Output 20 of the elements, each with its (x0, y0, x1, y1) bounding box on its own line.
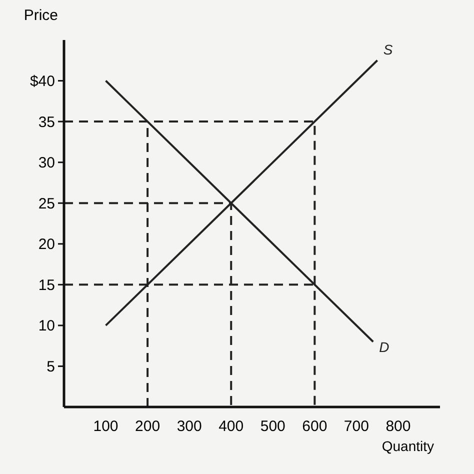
x-tick-label: 800 (386, 418, 411, 435)
x-tick-label: 200 (135, 418, 160, 435)
y-tick-label: 35 (38, 114, 55, 131)
x-tick-label: 600 (302, 418, 328, 435)
series-label: S (383, 41, 394, 58)
x-tick-label: 400 (218, 418, 244, 435)
y-tick-label: 25 (38, 195, 55, 212)
y-tick-label: 30 (38, 154, 55, 172)
x-tick-label: 300 (176, 418, 202, 435)
y-tick-label: 15 (38, 276, 55, 294)
y-tick-label: 10 (38, 318, 55, 335)
y-axis-title: Price (24, 7, 58, 24)
x-axis-title: Quantity (382, 438, 434, 454)
x-tick-label: 100 (93, 418, 118, 435)
y-tick-label: 5 (46, 358, 55, 376)
x-tick-label: 500 (260, 418, 286, 435)
y-tick-label: 20 (38, 236, 55, 254)
x-tick-label: 700 (344, 418, 369, 435)
y-tick-label: $40 (30, 73, 55, 90)
series-label: D (379, 338, 390, 355)
